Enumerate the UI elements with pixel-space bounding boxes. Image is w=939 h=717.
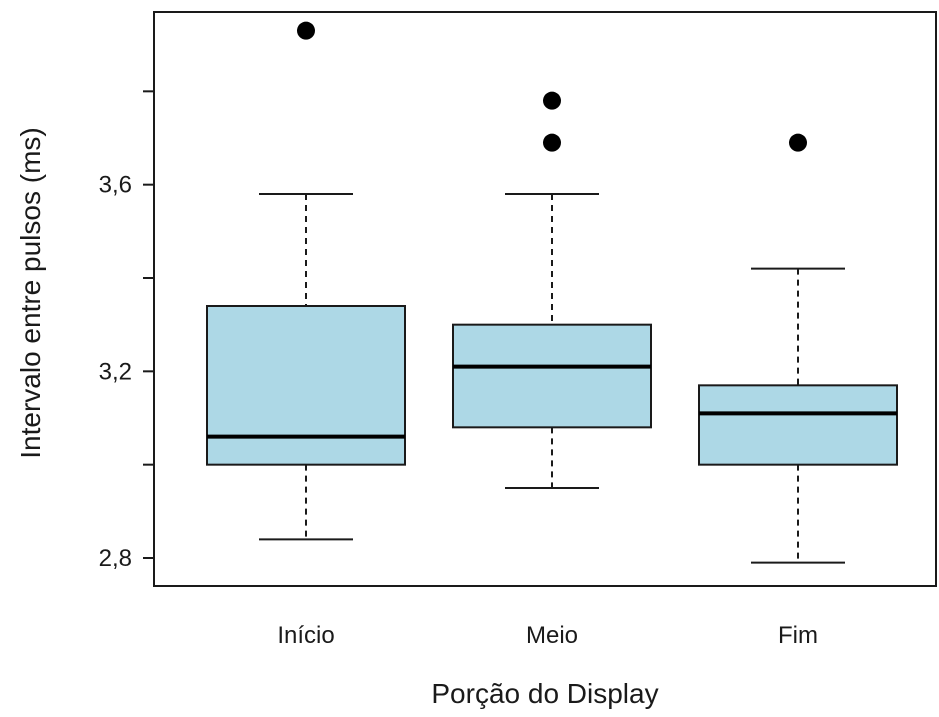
iqr-box xyxy=(452,323,652,429)
plot-frame xyxy=(153,11,937,587)
outlier-point xyxy=(543,133,561,152)
y-tick-label: 3,2 xyxy=(99,358,132,385)
x-tick-label: Meio xyxy=(526,622,578,649)
outlier-point xyxy=(789,133,807,152)
box-inicio xyxy=(206,21,406,541)
iqr-box xyxy=(206,305,406,466)
x-tick-label: Início xyxy=(277,622,334,649)
outlier-point xyxy=(297,21,315,40)
box-meio xyxy=(452,91,652,489)
x-axis-title: Porção do Display xyxy=(431,678,658,709)
y-tick-label: 2,8 xyxy=(99,545,132,572)
y-tick-label: 3,6 xyxy=(99,172,132,199)
y-axis-title: Intervalo entre pulsos (ms) xyxy=(15,127,46,458)
x-tick-label: Fim xyxy=(778,622,818,649)
iqr-box xyxy=(698,384,898,466)
outlier-point xyxy=(543,91,561,110)
box-fim xyxy=(698,133,898,564)
